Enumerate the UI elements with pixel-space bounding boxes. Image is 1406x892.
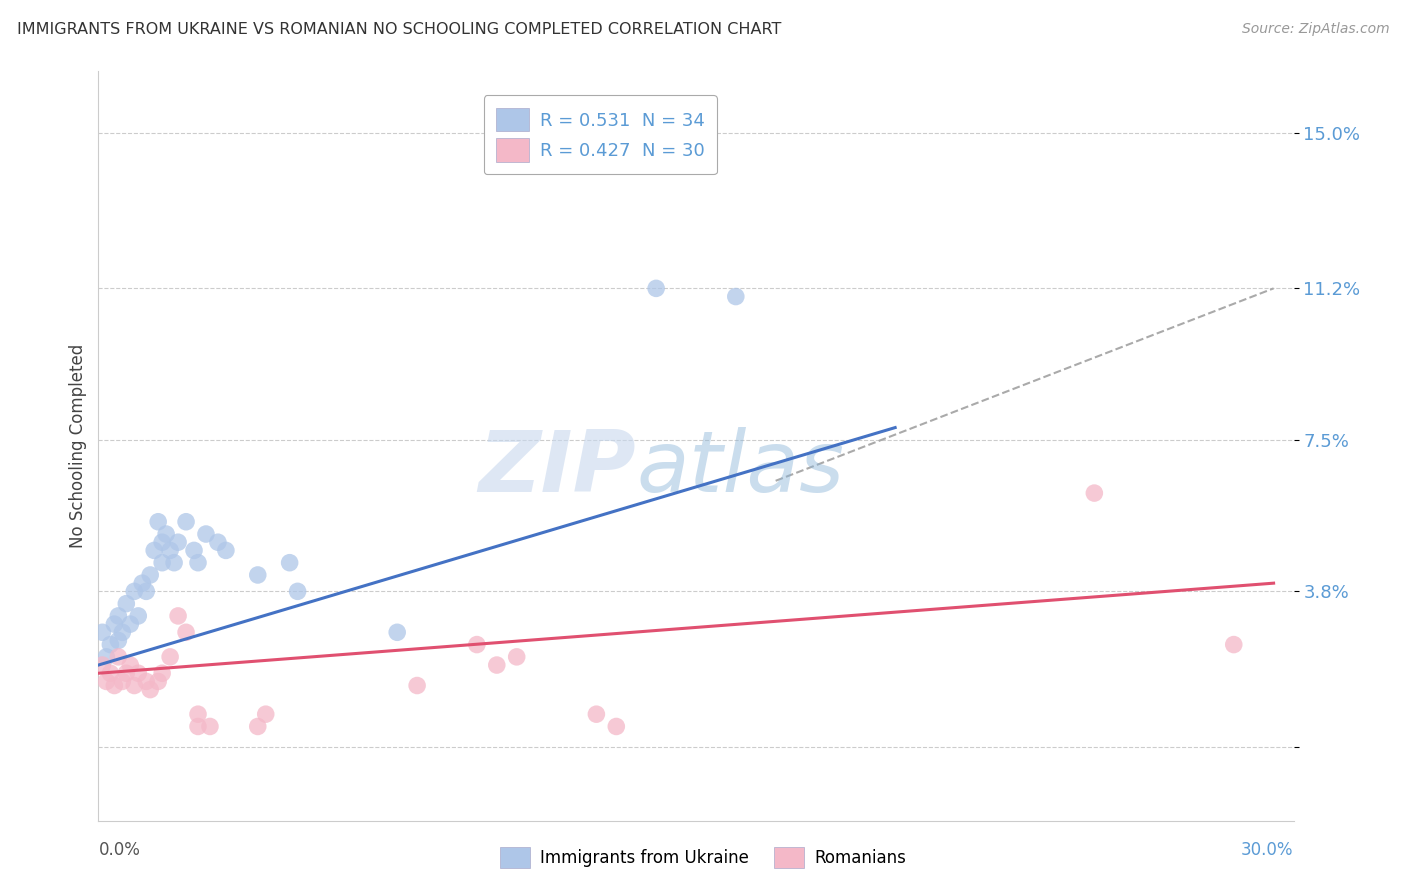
- Point: [124, 679, 146, 693]
- Point: [115, 666, 138, 681]
- Text: 0.0%: 0.0%: [98, 841, 141, 859]
- Point: [98, 666, 122, 681]
- Point: [139, 568, 162, 582]
- Point: [215, 543, 238, 558]
- Point: [605, 719, 627, 733]
- Point: [107, 649, 129, 664]
- Point: [724, 289, 747, 303]
- Point: [124, 584, 146, 599]
- Point: [174, 515, 197, 529]
- Point: [183, 543, 205, 558]
- Point: [585, 707, 607, 722]
- Point: [111, 674, 134, 689]
- Legend: R = 0.531  N = 34, R = 0.427  N = 30: R = 0.531 N = 34, R = 0.427 N = 30: [484, 95, 717, 174]
- Point: [148, 674, 170, 689]
- Text: ZIP: ZIP: [478, 427, 637, 510]
- Point: [645, 281, 668, 295]
- Point: [150, 556, 173, 570]
- Point: [1223, 638, 1246, 652]
- Point: [465, 638, 488, 652]
- Point: [143, 543, 166, 558]
- Text: Source: ZipAtlas.com: Source: ZipAtlas.com: [1241, 22, 1389, 37]
- Point: [254, 707, 277, 722]
- Point: [91, 625, 114, 640]
- Text: IMMIGRANTS FROM UKRAINE VS ROMANIAN NO SCHOOLING COMPLETED CORRELATION CHART: IMMIGRANTS FROM UKRAINE VS ROMANIAN NO S…: [17, 22, 782, 37]
- Point: [167, 535, 190, 549]
- Point: [103, 679, 125, 693]
- Point: [287, 584, 309, 599]
- Point: [246, 568, 269, 582]
- Point: [159, 649, 181, 664]
- Point: [135, 674, 157, 689]
- Point: [115, 597, 138, 611]
- Point: [406, 679, 429, 693]
- Point: [187, 707, 209, 722]
- Point: [159, 543, 181, 558]
- Point: [150, 535, 173, 549]
- Point: [246, 719, 269, 733]
- Point: [163, 556, 186, 570]
- Legend: Immigrants from Ukraine, Romanians: Immigrants from Ukraine, Romanians: [494, 840, 912, 875]
- Point: [148, 515, 170, 529]
- Point: [174, 625, 197, 640]
- Text: atlas: atlas: [637, 427, 844, 510]
- Point: [98, 638, 122, 652]
- Point: [111, 625, 134, 640]
- Point: [207, 535, 229, 549]
- Point: [127, 666, 149, 681]
- Point: [120, 658, 142, 673]
- Y-axis label: No Schooling Completed: No Schooling Completed: [69, 344, 87, 548]
- Point: [120, 617, 142, 632]
- Point: [155, 527, 177, 541]
- Point: [485, 658, 508, 673]
- Point: [195, 527, 218, 541]
- Point: [139, 682, 162, 697]
- Point: [96, 674, 118, 689]
- Point: [278, 556, 301, 570]
- Point: [187, 556, 209, 570]
- Point: [198, 719, 221, 733]
- Point: [385, 625, 409, 640]
- Point: [91, 658, 114, 673]
- Point: [127, 608, 149, 623]
- Point: [1083, 486, 1105, 500]
- Point: [131, 576, 153, 591]
- Point: [167, 608, 190, 623]
- Point: [135, 584, 157, 599]
- Point: [107, 633, 129, 648]
- Point: [506, 649, 529, 664]
- Point: [107, 608, 129, 623]
- Point: [96, 649, 118, 664]
- Text: 30.0%: 30.0%: [1241, 841, 1294, 859]
- Point: [103, 617, 125, 632]
- Point: [150, 666, 173, 681]
- Point: [187, 719, 209, 733]
